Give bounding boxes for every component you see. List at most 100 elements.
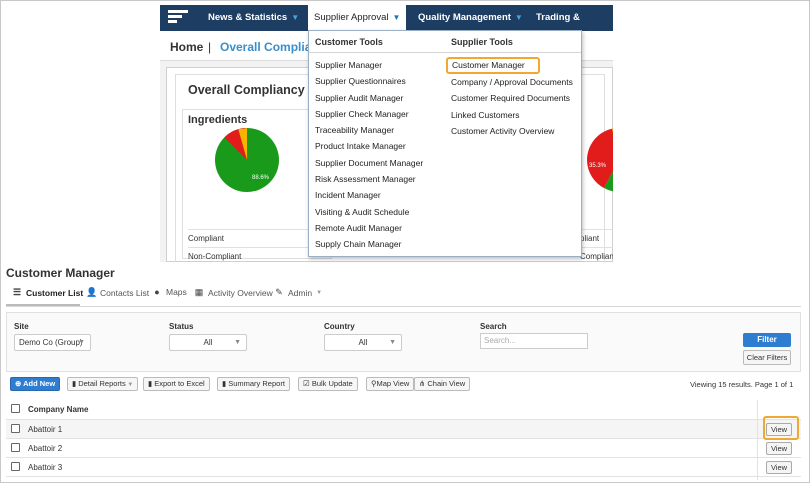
menu-item-product-intake-manager[interactable]: Product Intake Manager — [315, 141, 406, 152]
table-header-row: Company Name — [6, 400, 801, 420]
table-row: Abattoir 3 View — [6, 458, 801, 477]
app-logo-icon[interactable] — [168, 9, 190, 27]
chevron-down-icon: ▼ — [78, 339, 85, 346]
view-button[interactable]: View — [766, 461, 792, 474]
filter-panel — [6, 312, 801, 372]
add-new-button[interactable]: ⊕ Add New — [10, 377, 61, 391]
status-label: Status — [169, 322, 194, 331]
menu-item-customer-required-documents[interactable]: Customer Required Documents — [451, 93, 571, 104]
export-excel-button[interactable]: ▮ Export to Excel — [143, 377, 210, 391]
filter-button[interactable]: Filter — [743, 333, 791, 347]
customer-tools-column: Customer Tools Supplier Manager Supplier… — [309, 31, 445, 253]
pie-slice-other — [612, 128, 613, 134]
chevron-down-icon: ▼ — [291, 13, 300, 22]
tab-contacts-list[interactable]: 👤 Contacts List — [86, 287, 150, 298]
column-header-company-name[interactable]: Company Name — [28, 405, 89, 414]
chevron-down-icon: ▼ — [389, 339, 396, 346]
bulk-update-button[interactable]: ☑ Bulk Update — [298, 377, 358, 391]
breadcrumb-current: Overall Complian — [220, 40, 319, 54]
customer-tools-heading: Customer Tools — [309, 31, 445, 53]
map-marker-icon: ⚲ — [371, 379, 377, 388]
pie-slice-compliant — [604, 171, 613, 192]
menu-item-incident-manager[interactable]: Incident Manager — [315, 190, 381, 201]
main-navbar: News & Statistics ▼ Supplier Approval ▼ Qu… — [160, 5, 613, 49]
company-name: Abattoir 2 — [28, 444, 63, 453]
menu-item-visiting-audit-schedule[interactable]: Visiting & Audit Schedule — [315, 206, 410, 217]
menu-item-remote-audit-manager[interactable]: Remote Audit Manager — [315, 222, 402, 233]
page-title: Customer Manager — [6, 266, 115, 280]
menu-item-company-approval-documents[interactable]: Company / Approval Documents — [451, 77, 573, 87]
ingredients-title: Ingredients — [188, 114, 248, 126]
menu-item-customer-activity-overview[interactable]: Customer Activity Overview — [451, 125, 555, 136]
nav-supplier-approval[interactable]: Supplier Approval ▼ — [308, 5, 407, 31]
row-checkbox[interactable] — [11, 462, 20, 471]
tab-activity-overview[interactable]: ▦ Activity Overview — [194, 287, 273, 298]
legend-compliant: Compliant — [188, 229, 388, 247]
customer-manager-tabs: ☰ Customer List 👤 Contacts List ● Maps ▦ Act… — [6, 283, 801, 307]
document-icon: ▮ — [222, 379, 229, 388]
legend-right-item: Compliant — [580, 247, 613, 262]
right-pie-chart: 35.3% — [587, 128, 613, 192]
chevron-down-icon: ▼ — [514, 13, 523, 22]
chevron-down-icon: ▼ — [125, 382, 134, 388]
menu-item-supplier-document-manager[interactable]: Supplier Document Manager — [315, 157, 424, 168]
table-row: Abattoir 1 View — [6, 420, 801, 439]
pie-slice-non-compliant — [587, 128, 613, 160]
tab-customer-list[interactable]: ☰ Customer List — [12, 287, 84, 298]
pie-label: 88.6% — [252, 175, 270, 181]
document-icon: ▮ — [148, 379, 155, 388]
sitemap-icon: ⋔ — [419, 379, 428, 388]
search-input[interactable]: Search... — [480, 333, 588, 349]
menu-item-risk-assessment-manager[interactable]: Risk Assessment Manager — [315, 174, 416, 185]
results-count: Viewing 15 results. Page 1 of 1 — [690, 380, 794, 389]
map-view-button[interactable]: ⚲Map View — [366, 377, 415, 391]
site-select[interactable]: Demo Co (Group) ▼ — [14, 334, 91, 351]
user-icon: 👤 — [86, 287, 98, 297]
menu-item-traceability-manager[interactable]: Traceability Manager — [315, 125, 395, 136]
supplier-approval-dropdown: Customer Tools Supplier Manager Supplier… — [308, 30, 582, 257]
tab-admin[interactable]: ✎ Admin ▼ — [275, 287, 323, 298]
breadcrumb-home[interactable]: Home — [170, 40, 204, 54]
legend-non-compliant: Non-Compliant — [188, 247, 388, 262]
list-icon: ☰ — [12, 287, 22, 297]
search-label: Search — [480, 322, 507, 331]
chain-view-button[interactable]: ⋔ Chain View — [414, 377, 471, 391]
nav-trading-planning[interactable]: Trading & Planning — [536, 12, 580, 49]
legend-right: pliant Compliant — [580, 229, 613, 262]
menu-item-supply-chain-manager[interactable]: Supply Chain Manager — [315, 239, 402, 250]
view-button[interactable]: View — [766, 442, 792, 455]
tab-maps[interactable]: ● Maps — [152, 287, 187, 297]
summary-report-button[interactable]: ▮ Summary Report — [217, 377, 290, 391]
nav-quality-management[interactable]: Quality Management ▼ — [418, 12, 523, 23]
company-name: Abattoir 1 — [28, 425, 63, 434]
row-checkbox[interactable] — [11, 424, 20, 433]
column-separator — [757, 400, 758, 480]
clear-filters-button[interactable]: Clear Filters — [743, 350, 791, 365]
country-select[interactable]: All ▼ — [324, 334, 402, 351]
pie-slice-non-compliant-2 — [587, 160, 613, 188]
legend-table: Compliant Non-Compliant — [188, 229, 388, 262]
detail-reports-button[interactable]: ▮ Detail Reports ▼ — [67, 377, 139, 391]
select-all-checkbox[interactable] — [11, 404, 20, 413]
pie-slice-other — [238, 128, 247, 160]
view-button-highlight — [763, 416, 799, 440]
pie-label: 35.3% — [589, 163, 607, 169]
chevron-down-icon: ▼ — [316, 289, 323, 296]
menu-item-supplier-questionnaires[interactable]: Supplier Questionnaires — [315, 76, 406, 87]
panel-title: Overall Compliancy Lev — [188, 83, 330, 97]
chevron-down-icon: ▼ — [392, 13, 401, 22]
nav-news-statistics[interactable]: News & Statistics ▼ — [208, 12, 300, 23]
ingredients-pie-chart: 88.6% — [215, 128, 279, 192]
view-button[interactable]: View — [766, 423, 792, 436]
supplier-tools-column: Supplier Tools Customer Manager Company … — [445, 31, 581, 139]
row-checkbox[interactable] — [11, 443, 20, 452]
status-select[interactable]: All ▼ — [169, 334, 247, 351]
site-label: Site — [14, 322, 29, 331]
menu-item-supplier-manager[interactable]: Supplier Manager — [315, 60, 383, 70]
menu-item-customer-manager[interactable]: Customer Manager — [446, 57, 540, 74]
supplier-tools-heading: Supplier Tools — [445, 31, 581, 53]
menu-item-supplier-audit-manager[interactable]: Supplier Audit Manager — [315, 92, 404, 103]
plus-circle-icon: ⊕ — [15, 379, 24, 388]
menu-item-supplier-check-manager[interactable]: Supplier Check Manager — [315, 108, 409, 119]
menu-item-linked-customers[interactable]: Linked Customers — [451, 109, 520, 120]
